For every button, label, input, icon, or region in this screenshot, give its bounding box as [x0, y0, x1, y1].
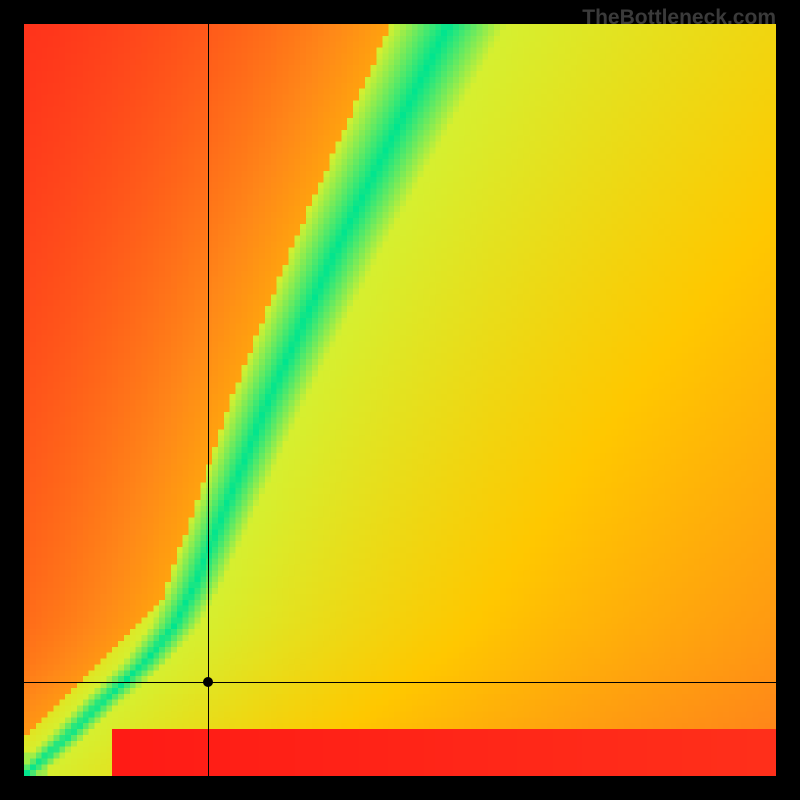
- crosshair-horizontal: [24, 682, 776, 683]
- heatmap-plot: [24, 24, 776, 776]
- heatmap-canvas: [24, 24, 776, 776]
- watermark-text: TheBottleneck.com: [582, 6, 776, 30]
- frame-right: [776, 0, 800, 800]
- frame-left: [0, 0, 24, 800]
- crosshair-vertical: [208, 24, 209, 776]
- chart-container: TheBottleneck.com: [0, 0, 800, 800]
- frame-bottom: [0, 776, 800, 800]
